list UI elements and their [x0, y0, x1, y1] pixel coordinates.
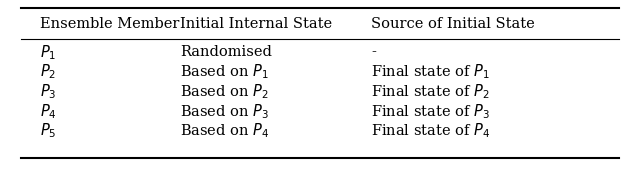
Text: Initial Internal State: Initial Internal State [180, 16, 332, 30]
Text: $P_4$: $P_4$ [40, 102, 56, 121]
Text: Final state of $P_4$: Final state of $P_4$ [371, 121, 490, 140]
Text: $P_2$: $P_2$ [40, 63, 56, 81]
Text: Randomised: Randomised [180, 45, 272, 60]
Text: $P_3$: $P_3$ [40, 82, 56, 101]
Text: Final state of $P_3$: Final state of $P_3$ [371, 102, 490, 121]
Text: Final state of $P_2$: Final state of $P_2$ [371, 82, 490, 101]
Text: $P_5$: $P_5$ [40, 121, 56, 140]
Text: Final state of $P_1$: Final state of $P_1$ [371, 63, 490, 81]
Text: Based on $P_1$: Based on $P_1$ [180, 63, 269, 81]
Text: Based on $P_2$: Based on $P_2$ [180, 82, 269, 101]
Text: Ensemble Member: Ensemble Member [40, 16, 179, 30]
Text: $P_1$: $P_1$ [40, 43, 56, 62]
Text: -: - [371, 45, 376, 60]
Text: Source of Initial State: Source of Initial State [371, 16, 535, 30]
Text: Based on $P_3$: Based on $P_3$ [180, 102, 269, 121]
Text: Based on $P_4$: Based on $P_4$ [180, 121, 269, 140]
